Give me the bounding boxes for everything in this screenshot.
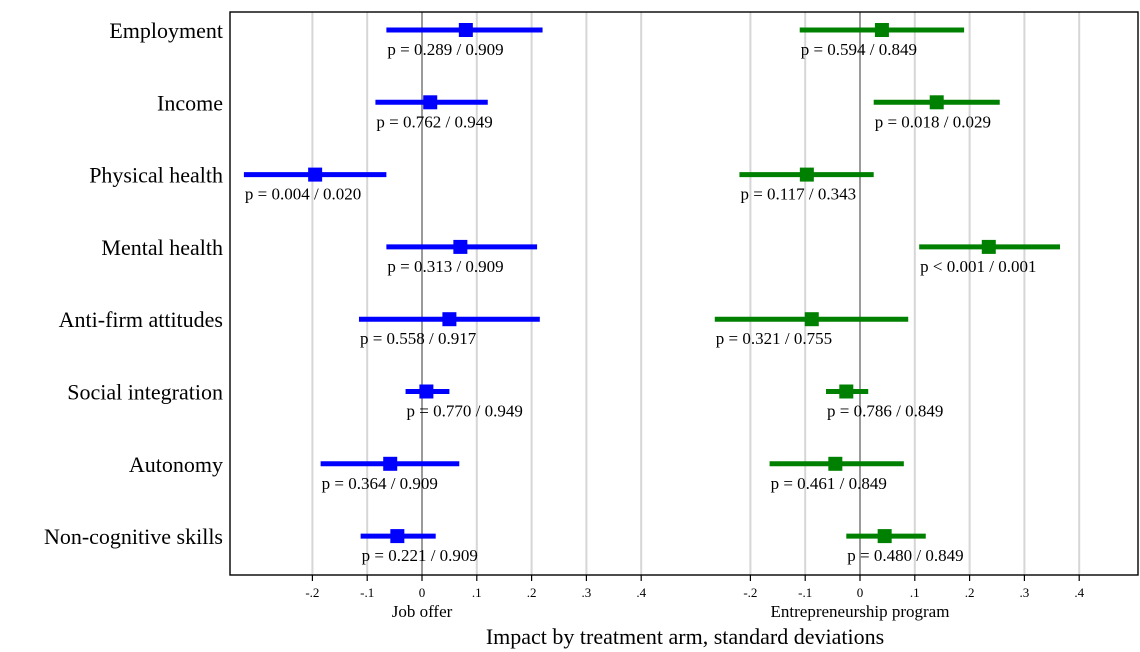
- x-tick-label: .1: [910, 585, 920, 600]
- p-value-label: p = 0.004 / 0.020: [245, 185, 361, 204]
- point-estimate: [874, 23, 889, 37]
- point-estimate: [929, 95, 944, 110]
- x-tick-label: .4: [1074, 585, 1084, 600]
- row-label: Mental health: [101, 235, 223, 260]
- point-estimate: [419, 384, 434, 399]
- row-label: Social integration: [67, 380, 223, 405]
- point-estimate: [458, 23, 473, 37]
- p-value-label: p = 0.480 / 0.849: [847, 546, 963, 565]
- row-label: Autonomy: [129, 452, 223, 477]
- p-value-label: p = 0.364 / 0.909: [322, 474, 438, 493]
- point-estimate: [423, 95, 438, 110]
- point-estimate: [390, 529, 405, 544]
- point-estimate: [442, 312, 457, 327]
- zero-lines: [421, 12, 861, 575]
- point-estimate: [799, 167, 814, 182]
- plot-frame: [229, 11, 1139, 576]
- x-tick-label: -.1: [798, 585, 812, 600]
- x-tick-label: .2: [965, 585, 975, 600]
- p-value-label: p = 0.762 / 0.949: [376, 112, 492, 131]
- point-estimates: [308, 23, 996, 544]
- p-value-label: p = 0.117 / 0.343: [740, 185, 856, 204]
- x-axis-title: Impact by treatment arm, standard deviat…: [486, 624, 884, 649]
- p-value-labels: p = 0.289 / 0.909 p = 0.762 / 0.949 p = 0.…: [245, 40, 1037, 565]
- p-value-label: p = 0.770 / 0.949: [407, 402, 523, 421]
- x-tick-label: 0: [857, 585, 864, 600]
- x-tick-label: .2: [527, 585, 537, 600]
- panel-label: Entrepreneurship program: [771, 602, 950, 621]
- plot-border: [229, 11, 1139, 576]
- x-tick-label: .1: [472, 585, 482, 600]
- point-estimate: [981, 239, 996, 254]
- p-value-label: p = 0.221 / 0.909: [362, 546, 478, 565]
- p-value-label: p = 0.558 / 0.917: [360, 329, 477, 348]
- x-tick-label: -.2: [743, 585, 757, 600]
- point-estimate: [453, 239, 468, 254]
- x-axis-ticks: -.2 -.1 0 .1 .2 .3 .4 -.2 -.1 0 .1 .2 .3 .4: [305, 575, 1085, 600]
- point-estimate: [308, 167, 323, 182]
- row-label: Anti-firm attitudes: [59, 307, 223, 332]
- point-estimate: [383, 456, 398, 471]
- x-tick-label: .3: [1020, 585, 1030, 600]
- x-tick-label: .4: [636, 585, 646, 600]
- row-label: Physical health: [89, 163, 223, 188]
- row-label: Non-cognitive skills: [44, 524, 223, 549]
- x-tick-label: -.1: [360, 585, 374, 600]
- x-tick-label: .3: [582, 585, 592, 600]
- x-tick-label: 0: [419, 585, 426, 600]
- p-value-label: p < 0.001 / 0.001: [920, 257, 1036, 276]
- p-value-label: p = 0.018 / 0.029: [875, 112, 991, 131]
- x-tick-label: -.2: [305, 585, 319, 600]
- row-label: Income: [157, 90, 223, 115]
- p-value-label: p = 0.594 / 0.849: [801, 40, 917, 59]
- point-estimate: [877, 529, 892, 544]
- panel-label: Job offer: [392, 602, 453, 621]
- point-estimate: [828, 456, 843, 471]
- p-value-label: p = 0.786 / 0.849: [827, 402, 943, 421]
- p-value-label: p = 0.313 / 0.909: [387, 257, 503, 276]
- row-label: Employment: [109, 18, 223, 43]
- row-labels: Employment Income Physical health Mental he…: [44, 18, 223, 549]
- p-value-label: p = 0.289 / 0.909: [387, 40, 503, 59]
- gridlines: [311, 12, 1081, 575]
- p-value-label: p = 0.461 / 0.849: [771, 474, 887, 493]
- point-estimate: [839, 384, 854, 399]
- point-estimate: [804, 312, 819, 327]
- panel-labels: Job offer Entrepreneurship program: [392, 602, 950, 621]
- p-value-label: p = 0.321 / 0.755: [716, 329, 832, 348]
